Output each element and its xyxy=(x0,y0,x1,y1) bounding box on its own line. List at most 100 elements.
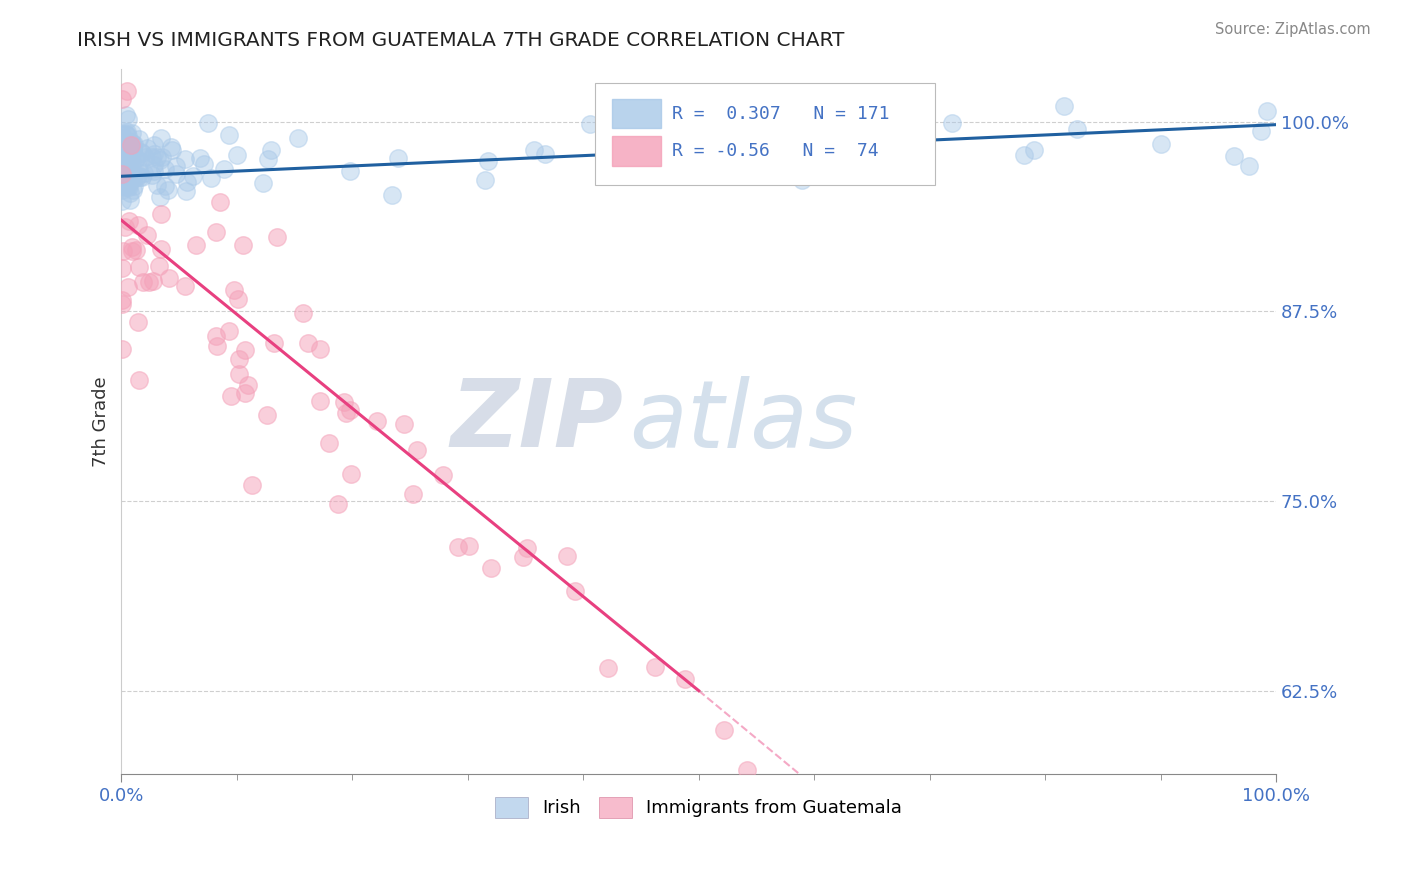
Point xyxy=(117,174,139,188)
Point xyxy=(114,180,136,194)
Point xyxy=(127,168,149,182)
Point xyxy=(112,244,135,258)
Point xyxy=(675,672,697,686)
Point xyxy=(118,150,141,164)
Point xyxy=(308,394,330,409)
Point xyxy=(512,550,534,565)
Point xyxy=(112,172,135,186)
Point xyxy=(117,176,139,190)
Point xyxy=(754,156,776,170)
Point xyxy=(115,160,138,174)
Point xyxy=(236,377,259,392)
Point xyxy=(232,237,254,252)
Point xyxy=(111,158,134,172)
Point xyxy=(287,131,309,145)
Point xyxy=(1022,143,1045,157)
Point xyxy=(447,541,470,555)
Point xyxy=(129,145,152,160)
Point xyxy=(110,126,132,140)
Point xyxy=(1014,148,1036,162)
Point xyxy=(335,406,357,420)
Point xyxy=(111,293,134,308)
Point xyxy=(118,159,141,173)
Point xyxy=(117,175,139,189)
Point xyxy=(111,296,134,310)
Point xyxy=(117,135,139,149)
Point xyxy=(598,152,620,166)
Point xyxy=(120,163,142,178)
Point xyxy=(228,368,250,382)
Point xyxy=(141,150,163,164)
Point xyxy=(110,153,132,167)
Point xyxy=(117,169,139,184)
Point xyxy=(125,243,148,257)
Point xyxy=(207,339,229,353)
Point xyxy=(877,121,900,136)
Point xyxy=(193,157,215,171)
Point xyxy=(129,154,152,169)
FancyBboxPatch shape xyxy=(595,83,935,185)
Point xyxy=(125,151,148,165)
Point xyxy=(121,136,143,151)
Point xyxy=(218,324,240,338)
Point xyxy=(111,153,134,168)
Point xyxy=(394,417,416,432)
Point xyxy=(127,218,149,232)
Point xyxy=(111,158,134,172)
Point xyxy=(124,136,146,151)
Point xyxy=(309,342,332,356)
Text: ZIP: ZIP xyxy=(451,376,624,467)
Point xyxy=(1223,149,1246,163)
Point xyxy=(479,561,502,575)
Text: R = -0.56   N =  74: R = -0.56 N = 74 xyxy=(672,142,879,160)
Point xyxy=(112,158,135,172)
Point xyxy=(117,173,139,187)
Point xyxy=(853,145,876,160)
Point xyxy=(340,467,363,482)
Point xyxy=(115,108,138,122)
Y-axis label: 7th Grade: 7th Grade xyxy=(93,376,110,467)
Point xyxy=(125,152,148,166)
Point xyxy=(118,214,141,228)
Point xyxy=(381,187,404,202)
Point xyxy=(790,173,813,187)
Point xyxy=(114,170,136,185)
Point xyxy=(114,156,136,170)
Point xyxy=(142,158,165,172)
Point xyxy=(155,179,177,194)
Point xyxy=(128,373,150,387)
Point xyxy=(112,163,135,178)
Point xyxy=(134,166,156,180)
Point xyxy=(115,134,138,148)
Point xyxy=(112,179,135,194)
Point xyxy=(128,132,150,146)
Point xyxy=(111,194,134,208)
Point xyxy=(477,154,499,169)
Point xyxy=(557,549,579,563)
Point xyxy=(121,154,143,169)
Point xyxy=(121,141,143,155)
Point xyxy=(117,145,139,159)
Point xyxy=(713,723,735,737)
Point xyxy=(112,156,135,170)
Point xyxy=(131,169,153,184)
Point xyxy=(235,386,257,401)
Text: IRISH VS IMMIGRANTS FROM GUATEMALA 7TH GRADE CORRELATION CHART: IRISH VS IMMIGRANTS FROM GUATEMALA 7TH G… xyxy=(77,31,845,50)
Point xyxy=(121,244,143,258)
Point xyxy=(174,278,197,293)
Point xyxy=(122,169,145,184)
Point xyxy=(112,165,135,179)
Point xyxy=(146,178,169,193)
Point xyxy=(111,92,134,106)
Point xyxy=(128,260,150,274)
Point xyxy=(112,176,135,190)
Point xyxy=(143,138,166,153)
Text: atlas: atlas xyxy=(630,376,858,467)
Point xyxy=(260,143,283,157)
Point xyxy=(1256,103,1278,118)
Point xyxy=(136,227,159,242)
Point xyxy=(128,169,150,184)
Point xyxy=(134,149,156,163)
Point xyxy=(148,259,170,273)
Point xyxy=(205,225,228,239)
